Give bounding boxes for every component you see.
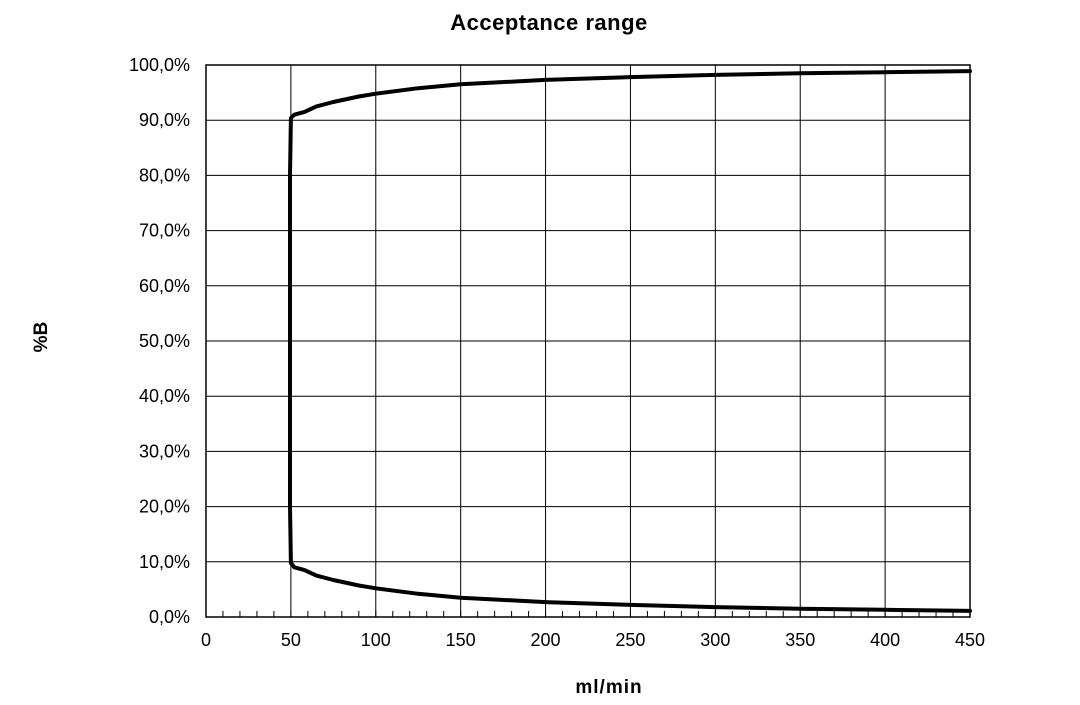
y-tick-label: 40,0% [139, 386, 190, 406]
x-tick-label: 50 [281, 630, 301, 650]
x-tick-label: 100 [361, 630, 391, 650]
x-tick-label: 400 [870, 630, 900, 650]
y-tick-label: 30,0% [139, 441, 190, 461]
y-tick-labels: 0,0% 10,0% 20,0% 30,0% 40,0% 50,0% 60,0% 70,0% 8… [129, 55, 190, 627]
y-tick-label: 0,0% [149, 607, 190, 627]
x-axis-label: ml/min [575, 677, 643, 698]
y-tick-label: 100,0% [129, 55, 190, 75]
y-tick-label: 70,0% [139, 221, 190, 241]
x-tick-label: 150 [446, 630, 476, 650]
x-tick-label: 350 [785, 630, 815, 650]
y-tick-label: 10,0% [139, 552, 190, 572]
y-tick-label: 60,0% [139, 276, 190, 296]
y-tick-label: 80,0% [139, 165, 190, 185]
upper-limit-line [288, 69, 972, 565]
x-tick-label: 0 [201, 630, 211, 650]
x-tick-label: 300 [700, 630, 730, 650]
plot-frame [205, 64, 971, 618]
x-tick-label: 250 [615, 630, 645, 650]
x-tick-label: 200 [531, 630, 561, 650]
x-minor-ticks [205, 611, 971, 617]
series-lines [288, 69, 972, 613]
x-tick-labels: 0 50 100 150 200 250 300 350 400 450 [201, 630, 985, 650]
y-tick-label: 20,0% [139, 497, 190, 517]
y-tick-label: 90,0% [139, 110, 190, 130]
grid-lines [205, 64, 971, 618]
lower-limit-line [288, 560, 972, 613]
x-tick-label: 450 [955, 630, 985, 650]
chart-title: Acceptance range [450, 10, 648, 35]
y-tick-label: 50,0% [139, 331, 190, 351]
